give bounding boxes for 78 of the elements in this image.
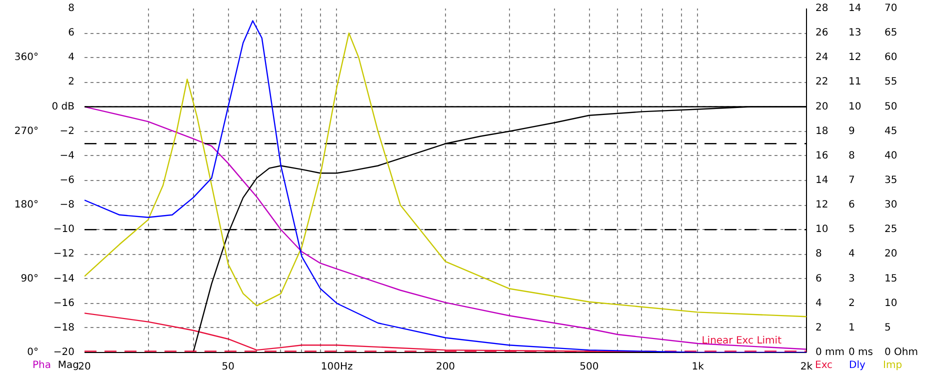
y2-tick-label: 90° <box>20 273 39 284</box>
y3-tick-label: 16 <box>816 150 828 162</box>
y-tick-label: −18 <box>53 322 75 334</box>
y2-tick-label: 5 <box>884 322 891 334</box>
y2-tick-label: 0° <box>27 347 39 358</box>
y2-tick-label: 360° <box>14 52 39 64</box>
axis-title: Mag <box>58 359 79 373</box>
y3-tick-label: 4 <box>816 298 822 309</box>
y-tick-label: −6 <box>60 175 75 186</box>
y3-tick-label: 26 <box>816 28 828 39</box>
y-tick-label: 0 dB <box>52 101 75 112</box>
y2-tick-label: 25 <box>884 224 898 236</box>
y-tick-label: 8 <box>848 150 855 162</box>
y3-tick-label: 22 <box>816 76 828 88</box>
y3-tick-label: 6 <box>816 273 822 284</box>
y2-tick-label: 45 <box>884 126 898 137</box>
y2-tick-label: 65 <box>884 28 898 39</box>
y3-tick-label: 18 <box>816 126 828 137</box>
x-tick-label: 20 <box>78 362 91 372</box>
y-tick-label: 14 <box>848 3 862 14</box>
y2-tick-label: 0 Ohm <box>884 347 918 358</box>
y-tick-label: −14 <box>53 273 75 284</box>
y-tick-label: 2 <box>848 298 855 309</box>
y-tick-label: −16 <box>53 298 75 309</box>
x-tick-label: 500 <box>580 362 599 372</box>
y2-tick-label: 60 <box>884 52 898 64</box>
y-tick-label: 0 ms <box>848 347 873 358</box>
y-tick-label: −8 <box>60 200 75 211</box>
y2-tick-label: 20 <box>884 248 898 260</box>
y-tick-label: 11 <box>848 76 862 88</box>
y3-tick-label: 8 <box>816 248 822 260</box>
ref-line-label: Linear Exc Limit <box>702 335 782 346</box>
y-tick-label: 5 <box>848 224 855 236</box>
x-tick-label: 200 <box>436 362 456 372</box>
axis-title: Imp <box>883 359 902 373</box>
y3-tick-label: 20 <box>816 101 828 112</box>
y-tick-label: 10 <box>848 101 862 112</box>
y-tick-label: 6 <box>68 28 75 39</box>
y-tick-label: 7 <box>848 175 855 186</box>
y2-tick-label: 270° <box>14 126 39 137</box>
y-tick-label: 4 <box>68 52 75 64</box>
y-tick-label: −4 <box>60 150 75 162</box>
y3-tick-label: 2 <box>816 322 822 334</box>
x-tick-label: 1k <box>692 362 704 372</box>
x-tick-label: 50 <box>222 362 235 372</box>
y-tick-label: −20 <box>53 347 75 358</box>
y2-tick-label: 15 <box>884 273 898 284</box>
y3-tick-label: 24 <box>816 52 828 64</box>
y-tick-label: 9 <box>848 126 855 137</box>
y-tick-label: 13 <box>848 28 862 39</box>
y-tick-label: 3 <box>848 273 855 284</box>
y2-tick-label: 40 <box>884 150 898 162</box>
y2-tick-label: 10 <box>884 298 898 309</box>
y2-tick-label: 30 <box>884 200 898 211</box>
y-tick-label: −2 <box>60 126 75 137</box>
y2-tick-label: 35 <box>884 175 898 186</box>
y-tick-label: 2 <box>68 76 75 88</box>
y3-tick-label: 28 <box>816 3 828 14</box>
y-tick-label: −10 <box>53 224 75 236</box>
x-tick-label: 2k <box>800 362 813 372</box>
y2-tick-label: 50 <box>884 101 898 112</box>
y-tick-label: 6 <box>848 200 855 211</box>
y-tick-label: 4 <box>848 248 855 260</box>
y-tick-label: 12 <box>848 52 862 64</box>
y3-tick-label: 10 <box>816 224 828 236</box>
y3-tick-label: 0 mm <box>816 347 845 358</box>
y2-tick-label: 180° <box>14 200 39 211</box>
y-tick-label: 1 <box>848 322 855 334</box>
y2-tick-label: 55 <box>884 76 898 88</box>
y3-tick-label: 12 <box>816 200 828 211</box>
y3-tick-label: 14 <box>816 175 828 186</box>
y2-tick-label: 70 <box>884 3 898 14</box>
axis-title: Exc <box>815 359 833 373</box>
axis-title: Dly <box>849 359 866 373</box>
y-tick-label: −12 <box>53 248 75 260</box>
y-tick-label: 8 <box>68 3 75 14</box>
axis-title: Pha <box>32 359 51 373</box>
x-tick-label: 100Hz <box>320 362 353 372</box>
